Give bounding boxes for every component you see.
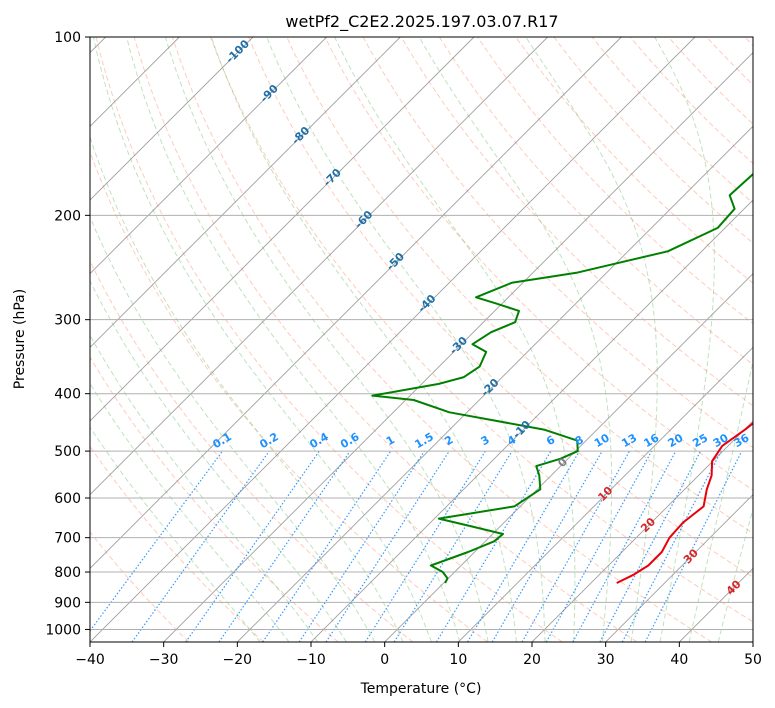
- mixing-ratio-line: [572, 450, 677, 642]
- y-tick-label: 900: [54, 595, 81, 611]
- dry-adiabat-line: [324, 37, 753, 491]
- x-tick-label: 30: [597, 652, 615, 668]
- moist-adiabat-line: [90, 215, 376, 642]
- moist-adiabat-line: [266, 37, 546, 642]
- y-tick-label: 800: [54, 565, 81, 581]
- dry-adiabat-line: [90, 531, 190, 642]
- dry-adiabat-line: [400, 37, 753, 407]
- isotherm-line: [90, 37, 548, 496]
- isotherm-line: [90, 37, 254, 201]
- isotherm-line: [310, 199, 753, 642]
- moist-adiabat-line: [717, 506, 753, 642]
- x-tick-label: 0: [380, 652, 389, 668]
- temperature-profile-line: [616, 422, 753, 584]
- moist-adiabat-line: [90, 334, 319, 642]
- isotherm-line: [90, 37, 475, 422]
- moist-adiabat-line: [92, 37, 432, 642]
- x-tick-label: 50: [744, 652, 762, 668]
- moist-adiabat-line: [210, 37, 517, 642]
- isotherm-line: [90, 37, 401, 348]
- background-lines: [90, 37, 753, 642]
- moist-adiabat-line: [90, 382, 290, 642]
- y-tick-label: 500: [54, 444, 81, 460]
- isotherm-line: [458, 346, 753, 642]
- mixing-ratio-line: [298, 450, 425, 642]
- moist-adiabat-line: [334, 37, 576, 642]
- y-tick-label: 600: [54, 491, 81, 507]
- isotherm-line: [531, 420, 753, 642]
- dry-adiabat-line: [90, 150, 488, 642]
- dry-adiabat-line: [171, 37, 712, 642]
- moist-adiabat-line: [525, 37, 658, 642]
- moist-adiabat-line: [90, 426, 261, 642]
- plot-background: [90, 37, 753, 642]
- isotherm-line: [605, 494, 753, 642]
- dry-adiabat-line: [248, 37, 753, 578]
- plot-frame: [89, 36, 754, 643]
- dry-adiabat-line: [210, 37, 753, 623]
- mixing-ratio-line: [131, 450, 270, 642]
- moist-adiabat-line: [688, 358, 753, 642]
- mixing-ratio-line: [621, 450, 722, 642]
- mixing-ratio-line: [393, 450, 513, 642]
- mixing-ratio-line: [218, 450, 351, 642]
- mixing-ratio-line: [644, 450, 743, 642]
- y-axis-ticks: 100 200 300 400 500 600 700 800 900 1000: [45, 30, 90, 638]
- isotherm-line: [752, 641, 753, 642]
- y-tick-label: 100: [54, 30, 81, 46]
- mixing-ratio-line: [364, 450, 486, 642]
- moist-adiabat-line: [90, 135, 404, 642]
- y-axis-label: Pressure (hPa): [12, 289, 28, 389]
- mixing-ratio-line: [599, 450, 702, 642]
- isotherm-line: [90, 37, 327, 275]
- dry-adiabat-line: [90, 356, 339, 642]
- mixing-ratio-line: [545, 450, 653, 642]
- dry-adiabat-line: [95, 37, 563, 642]
- x-tick-label: 40: [670, 652, 688, 668]
- chart-title: wetPf2_C2E2.2025.197.03.07.R17: [285, 12, 558, 32]
- x-tick-label: −40: [75, 652, 105, 668]
- x-axis-label: Temperature (°C): [360, 681, 482, 697]
- y-tick-label: 700: [54, 531, 81, 547]
- isotherm-line: [90, 37, 622, 569]
- x-tick-label: 20: [523, 652, 541, 668]
- mixing-ratio-line: [185, 450, 320, 642]
- dry-adiabat-line: [438, 37, 753, 366]
- x-tick-label: 10: [449, 652, 467, 668]
- moist-adiabat-line: [654, 37, 715, 642]
- y-tick-label: 400: [54, 387, 81, 403]
- y-tick-label: 200: [54, 208, 81, 224]
- isotherm-line: [90, 37, 696, 642]
- x-tick-label: −20: [223, 652, 253, 668]
- y-tick-label: 1000: [45, 622, 81, 638]
- moist-adiabat-line: [126, 37, 461, 642]
- profile-series: [371, 172, 753, 584]
- mixing-ratio-line: [325, 450, 450, 642]
- x-tick-label: −30: [149, 652, 179, 668]
- isotherm-line: [163, 52, 753, 642]
- isotherm-line: [237, 125, 753, 642]
- dewpoint-profile-line: [371, 172, 753, 584]
- y-tick-label: 300: [54, 313, 81, 329]
- x-tick-label: −10: [296, 652, 326, 668]
- mixing-ratio-line: [521, 450, 631, 642]
- dry-adiabat-line: [133, 37, 638, 642]
- moist-adiabat-line: [418, 37, 613, 642]
- isotherm-line: [384, 273, 753, 642]
- moist-adiabat-line: [164, 37, 489, 642]
- x-axis-ticks: −40 −30 −20 −10 0 10 20 30 40 50: [75, 642, 762, 668]
- mixing-ratio-line: [90, 450, 223, 632]
- dry-adiabat-line: [90, 445, 264, 642]
- dry-adiabat-line: [515, 37, 753, 284]
